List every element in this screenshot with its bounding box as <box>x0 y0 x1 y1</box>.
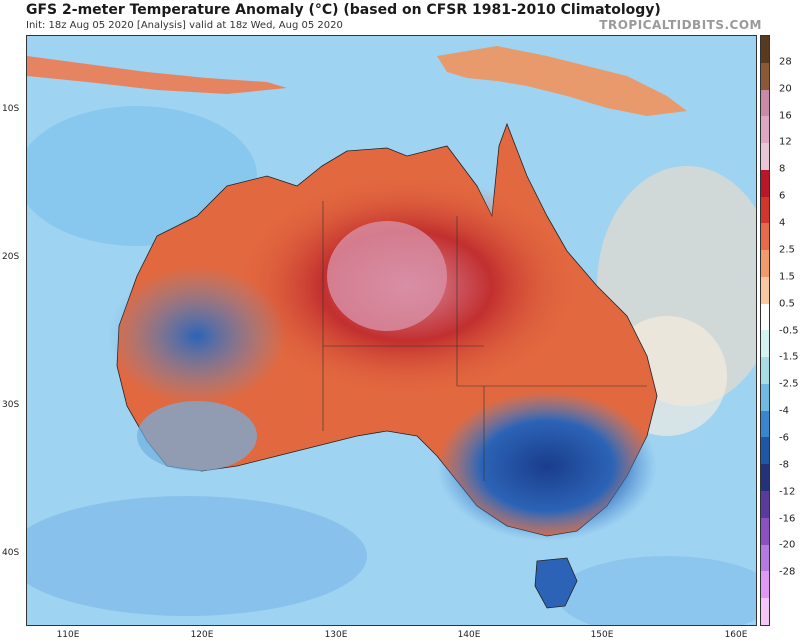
colorbar-tick-label: 16 <box>779 110 792 122</box>
colorbar-swatch <box>761 598 769 625</box>
colorbar-tick-label: -4 <box>779 405 789 417</box>
colorbar-swatch <box>761 491 769 518</box>
lon-label: 110E <box>56 630 80 640</box>
colorbar-tick-label: -1.5 <box>779 351 799 363</box>
colorbar-tick-label: 1.5 <box>779 271 795 283</box>
ocean-patch <box>557 556 756 625</box>
colorbar-swatch <box>761 89 769 117</box>
ocean-patch <box>27 496 367 616</box>
colorbar-swatch <box>761 517 769 545</box>
colorbar-tick-label: -2.5 <box>779 378 799 390</box>
lat-label: 20S <box>2 252 20 262</box>
lat-label: 10S <box>2 104 20 114</box>
colorbar-tick-label: 2.5 <box>779 244 795 256</box>
lon-label: 130E <box>324 630 348 640</box>
colorbar-swatch <box>761 223 769 251</box>
source-credit: TROPICALTIDBITS.COM <box>599 18 762 32</box>
colorbar-swatch <box>761 357 769 384</box>
lon-label: 160E <box>724 630 748 640</box>
colorbar-tick-label: 8 <box>779 163 786 175</box>
map-graphic <box>27 36 756 625</box>
ocean-patch <box>27 106 257 246</box>
colorbar-swatch <box>761 169 769 197</box>
colorbar-swatch <box>761 36 769 63</box>
colorbar-swatch <box>761 143 769 170</box>
colorbar-swatch <box>761 330 769 358</box>
colorbar-swatch <box>761 196 769 224</box>
colorbar-swatch <box>761 276 769 304</box>
colorbar-tick-label: -0.5 <box>779 325 799 336</box>
cold-anomaly-se <box>437 391 657 541</box>
colorbar-tick-label: -20 <box>779 539 796 551</box>
colorbar-tick-label: -28 <box>779 566 796 578</box>
map-subtitle: Init: 18z Aug 05 2020 [Analysis] valid a… <box>26 20 343 31</box>
state-borders <box>322 201 647 481</box>
colorbar-swatch <box>761 464 769 492</box>
colorbar-tick-label: -8 <box>779 459 789 471</box>
lon-label: 120E <box>190 630 214 640</box>
lon-label: 140E <box>457 630 481 640</box>
colorbar-swatch <box>761 303 769 331</box>
colorbar-tick-label: -6 <box>779 432 789 444</box>
colorbar-swatch <box>761 383 769 411</box>
new-guinea <box>437 46 687 116</box>
map-title: GFS 2-meter Temperature Anomaly (°C) (ba… <box>26 2 661 18</box>
lat-label: 30S <box>2 400 20 410</box>
colorbar-tick-label: 12 <box>779 136 792 148</box>
colorbar-tick-label: -12 <box>779 486 796 498</box>
colorbar-tick-label: 4 <box>779 217 786 229</box>
colorbar-swatch <box>761 250 769 277</box>
colorbar-tick-label: 28 <box>779 56 792 68</box>
cold-anomaly-w <box>107 266 287 406</box>
lat-label: 40S <box>2 548 20 558</box>
cool-sw <box>137 401 257 471</box>
lon-label: 150E <box>590 630 614 640</box>
temperature-anomaly-map <box>26 35 757 626</box>
colorbar-tick-label: 6 <box>779 190 786 202</box>
colorbar-swatch <box>761 410 769 438</box>
indonesia-islands <box>27 56 287 94</box>
colorbar <box>760 35 770 626</box>
colorbar-swatch <box>761 62 769 90</box>
tasmania <box>534 557 578 609</box>
colorbar-tick-label: -16 <box>779 513 796 525</box>
colorbar-swatch <box>761 437 769 465</box>
hot-core <box>327 221 447 331</box>
colorbar-swatch <box>761 544 769 572</box>
colorbar-tick-label: 20 <box>779 83 792 95</box>
colorbar-tick-label: 0.5 <box>779 298 795 310</box>
colorbar-swatch <box>761 116 769 144</box>
colorbar-swatch <box>761 571 769 599</box>
